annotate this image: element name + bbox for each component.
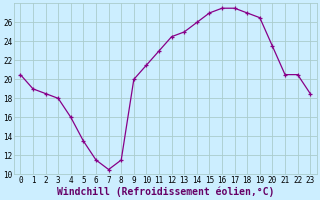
X-axis label: Windchill (Refroidissement éolien,°C): Windchill (Refroidissement éolien,°C) (57, 186, 274, 197)
